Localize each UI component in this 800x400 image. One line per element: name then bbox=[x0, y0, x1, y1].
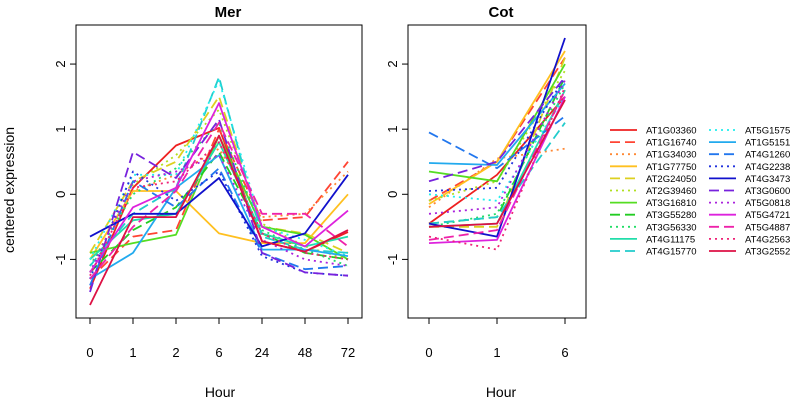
legend-label-at3g0600: AT3G0600 bbox=[745, 186, 790, 197]
y-tick-label: 0 bbox=[53, 191, 68, 198]
legend-label-at1g16740: AT1G16740 bbox=[646, 138, 697, 149]
series-line-at1g77750 bbox=[428, 50, 566, 205]
series-line-at3g56330 bbox=[428, 83, 566, 228]
legend-label-at5g4887: AT5G4887 bbox=[745, 222, 790, 233]
plot-layer: -1 0 1 2 0 1 2 6 24 48 72 -1 0 1 2 0 1 6 bbox=[53, 24, 587, 360]
legend-label-at5g1575: AT5G1575 bbox=[745, 126, 790, 137]
series-line-at5g4721 bbox=[89, 102, 349, 273]
series-line-at4g1260 bbox=[428, 115, 566, 170]
legend-label-at3g56330: AT3G56330 bbox=[646, 222, 697, 233]
legend-label-at1g5151: AT1G5151 bbox=[745, 138, 790, 149]
y-tick-label: -1 bbox=[385, 254, 400, 266]
series-line-at5g4721 bbox=[428, 96, 566, 244]
x-tick-label: 6 bbox=[215, 345, 222, 360]
legend-label-at4g1260: AT4G1260 bbox=[745, 150, 790, 161]
legend-label-at2g24050: AT2G24050 bbox=[646, 174, 697, 185]
x-tick-label: 2 bbox=[172, 345, 179, 360]
legend-label-at4g15770: AT4G15770 bbox=[646, 247, 697, 258]
x-tick-label: 6 bbox=[561, 345, 568, 360]
x-tick-label: 0 bbox=[425, 345, 432, 360]
legend-label-at4g2238: AT4G2238 bbox=[745, 162, 790, 173]
series-line-at4g11175 bbox=[428, 89, 566, 228]
series-line-at3g0600 bbox=[428, 76, 566, 183]
legend-label-at4g11175: AT4G11175 bbox=[646, 234, 695, 245]
series-line-at1g16740 bbox=[89, 128, 349, 280]
series-line-at1g5151 bbox=[89, 154, 349, 280]
legend-label-at5g4721: AT5G4721 bbox=[745, 210, 790, 221]
panel-cot-title: Cot bbox=[489, 4, 514, 21]
legend-label-at3g55280: AT3G55280 bbox=[646, 210, 697, 221]
panel-cot: -1 0 1 2 0 1 6 bbox=[385, 24, 587, 360]
x-axis-label-cot: Hour bbox=[486, 384, 517, 400]
legend-label-at3g2552: AT3G2552 bbox=[745, 247, 790, 258]
series-line-at5g4887 bbox=[89, 121, 349, 280]
series-line-at4g2563 bbox=[89, 141, 349, 277]
y-tick-label: 0 bbox=[385, 191, 400, 198]
x-tick-label: 72 bbox=[341, 345, 355, 360]
x-tick-label: 48 bbox=[298, 345, 312, 360]
legend-label-at1g34030: AT1G34030 bbox=[646, 150, 697, 161]
series-line-at3g2552 bbox=[89, 134, 349, 306]
y-axis-label: centered expression bbox=[1, 127, 17, 253]
series-line-at3g55280 bbox=[89, 151, 349, 274]
panel-mer: -1 0 1 2 0 1 2 6 24 48 72 bbox=[53, 24, 363, 360]
series-line-at2g39460 bbox=[89, 108, 349, 273]
legend-label-at1g77750: AT1G77750 bbox=[646, 162, 697, 173]
series-line-at4g15770 bbox=[428, 122, 566, 225]
series-line-at4g3473 bbox=[89, 174, 349, 248]
series-line-at1g5151 bbox=[428, 83, 566, 166]
series-line-at3g0600 bbox=[89, 118, 349, 293]
legend-label-at4g2563: AT4G2563 bbox=[745, 234, 790, 245]
series-line-at5g4887 bbox=[428, 89, 566, 241]
series-line-at1g77750 bbox=[89, 190, 349, 260]
x-tick-label: 1 bbox=[129, 345, 136, 360]
legend-label-at4g3473: AT4G3473 bbox=[745, 174, 790, 185]
y-tick-label: 1 bbox=[385, 126, 400, 133]
legend: AT1G03360AT1G16740AT1G34030AT1G77750AT2G… bbox=[610, 126, 790, 258]
panel-mer-title: Mer bbox=[215, 4, 242, 21]
legend-label-at1g03360: AT1G03360 bbox=[646, 126, 697, 137]
series-line-at2g24050 bbox=[429, 57, 566, 228]
x-tick-label: 24 bbox=[255, 345, 269, 360]
legend-label-at3g16810: AT3G16810 bbox=[646, 198, 697, 209]
x-axis-label-mer: Hour bbox=[205, 384, 236, 400]
series-line-at5g1575 bbox=[428, 96, 566, 202]
x-tick-label: 1 bbox=[493, 345, 500, 360]
y-tick-label: 2 bbox=[385, 60, 400, 67]
series-line-at2g39460 bbox=[428, 70, 566, 202]
series-line-at1g34030 bbox=[89, 147, 349, 267]
y-tick-label: 1 bbox=[53, 126, 68, 133]
series-line-at1g03360 bbox=[89, 127, 349, 290]
legend-label-at2g39460: AT2G39460 bbox=[646, 186, 697, 197]
x-tick-label: 0 bbox=[86, 345, 93, 360]
series-line-at5g1575 bbox=[89, 79, 349, 260]
series-line-at4g1260 bbox=[89, 167, 349, 286]
y-tick-label: 2 bbox=[53, 60, 68, 67]
legend-label-at5g0818: AT5G0818 bbox=[745, 198, 790, 209]
y-tick-label: -1 bbox=[53, 254, 68, 266]
series-line-at3g2552 bbox=[428, 99, 566, 228]
series-line-at1g34030 bbox=[428, 147, 566, 209]
